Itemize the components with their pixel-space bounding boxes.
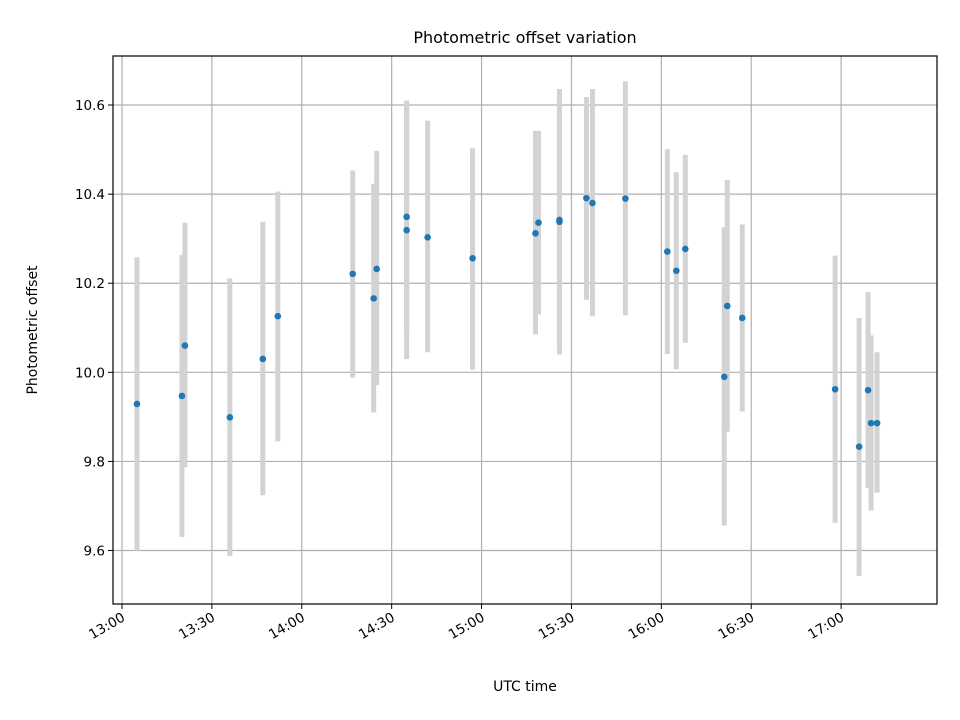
data-point: [589, 199, 596, 207]
data-point: [723, 302, 731, 310]
data-point: [867, 419, 875, 427]
data-point: [403, 226, 410, 234]
chart-title: Photometric offset variation: [413, 28, 636, 47]
data-point: [370, 295, 377, 302]
data-point: [274, 312, 282, 320]
data-point: [682, 245, 689, 253]
data-point: [469, 254, 476, 262]
data-points: [133, 194, 881, 451]
data-point: [532, 230, 539, 237]
y-tick-label: 9.6: [84, 544, 105, 560]
data-point: [864, 386, 872, 394]
data-point: [373, 265, 380, 273]
y-axis-label: Photometric offset: [25, 265, 41, 395]
data-point: [583, 194, 590, 202]
data-point: [403, 213, 410, 221]
data-point: [664, 248, 671, 255]
data-point: [178, 392, 186, 400]
data-point: [259, 355, 267, 363]
data-point: [226, 414, 234, 421]
data-point: [556, 218, 563, 226]
y-tick-label: 10.0: [75, 365, 105, 381]
y-tick-label: 10.6: [75, 98, 105, 114]
data-point: [738, 314, 746, 322]
data-point: [855, 443, 863, 451]
data-point: [720, 373, 728, 381]
data-point: [133, 400, 141, 408]
data-point: [673, 267, 680, 275]
y-tick-label: 10.4: [75, 187, 105, 203]
grid: [113, 56, 937, 604]
data-point: [424, 234, 431, 241]
data-point: [873, 419, 881, 427]
data-point: [831, 385, 839, 393]
data-point: [535, 219, 542, 226]
plot-frame: [112, 55, 938, 605]
data-point: [181, 342, 189, 349]
data-point: [622, 195, 629, 202]
y-tick-label: 10.2: [75, 276, 105, 292]
x-axis-label: UTC time: [493, 679, 557, 695]
y-tick-label: 9.8: [84, 454, 105, 470]
data-point: [349, 270, 357, 278]
